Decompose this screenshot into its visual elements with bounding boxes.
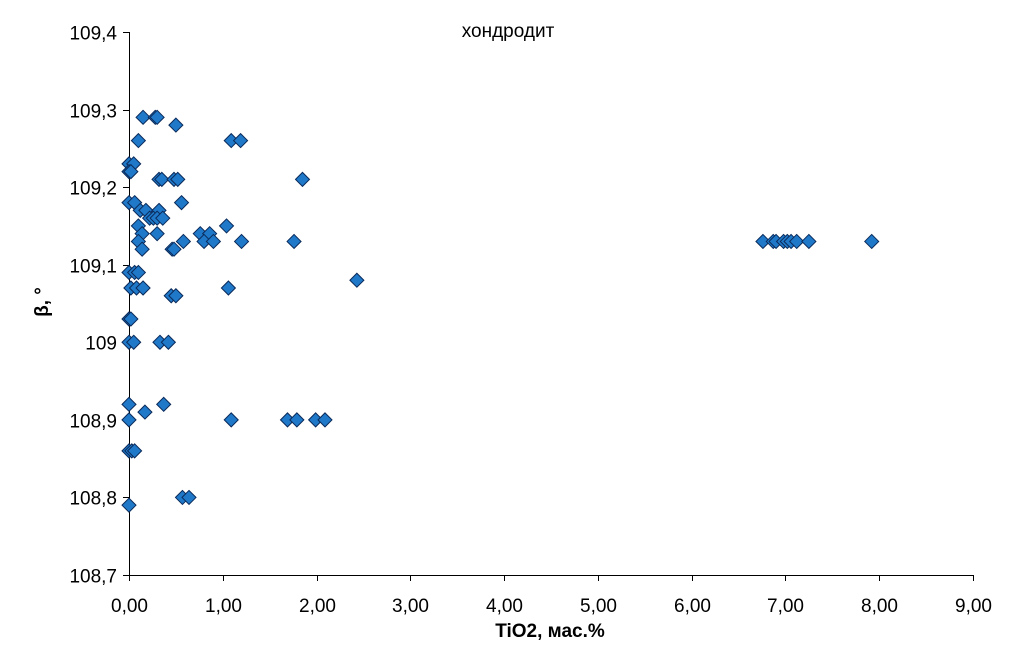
y-tick-label: 109,2 <box>69 179 117 200</box>
x-tick-label: 6,00 <box>674 596 711 617</box>
data-point <box>232 132 249 149</box>
x-axis-title: TiO2, мас.% <box>495 621 605 642</box>
y-tick-label: 108,8 <box>69 489 117 510</box>
data-point <box>137 404 153 420</box>
data-point <box>181 489 197 506</box>
data-point <box>154 171 170 188</box>
data-point <box>286 233 302 250</box>
data-point <box>220 280 237 296</box>
data-point <box>294 171 311 188</box>
y-tick-label: 109 <box>85 334 117 355</box>
y-ticks: 108,7 108,8 108,9 109 109,1 109,2 109,3 109,4 <box>69 24 129 588</box>
data-point <box>155 210 171 226</box>
data-points <box>121 109 880 513</box>
y-axis-title: β, ° <box>32 287 53 317</box>
data-point <box>289 412 305 428</box>
y-tick-label: 108,7 <box>69 567 117 588</box>
x-tick-label: 2,00 <box>299 596 336 617</box>
x-tick-label: 7,00 <box>767 596 804 617</box>
data-point <box>155 396 172 413</box>
y-tick-label: 109,4 <box>69 24 117 45</box>
data-point <box>223 412 239 428</box>
x-tick-label: 9,00 <box>955 596 992 617</box>
data-point <box>233 233 250 250</box>
data-point <box>125 334 142 350</box>
data-point <box>170 171 186 188</box>
y-tick-label: 109,1 <box>69 257 117 278</box>
data-point <box>149 225 165 242</box>
data-point <box>168 117 184 133</box>
x-tick-label: 1,00 <box>205 596 242 617</box>
data-point <box>166 241 182 257</box>
data-point <box>349 272 365 288</box>
x-tick-label: 0,00 <box>111 596 148 617</box>
data-point <box>126 443 143 459</box>
data-point <box>168 288 184 304</box>
x-tick-label: 4,00 <box>486 596 523 617</box>
y-tick-label: 108,9 <box>69 412 117 433</box>
data-point <box>160 334 177 350</box>
data-point <box>755 233 771 250</box>
data-point <box>175 233 192 250</box>
data-point <box>121 396 137 413</box>
data-point <box>205 233 222 250</box>
data-point <box>123 163 139 180</box>
data-point <box>123 311 139 327</box>
data-point <box>149 109 165 126</box>
data-point <box>130 264 147 281</box>
x-tick-label: 3,00 <box>392 596 429 617</box>
data-point <box>317 412 333 428</box>
chart-title: хондродит <box>462 21 555 42</box>
data-point <box>173 194 190 211</box>
data-point <box>135 280 151 296</box>
data-point <box>135 109 151 126</box>
y-tick-label: 109,3 <box>69 102 117 123</box>
data-point <box>218 218 235 234</box>
x-tick-label: 8,00 <box>861 596 898 617</box>
x-ticks: 0,00 1,00 2,00 3,00 4,00 5,00 6,00 7,00 8,00 9,00 <box>111 575 992 617</box>
data-point <box>788 233 805 250</box>
data-point <box>130 132 147 149</box>
data-point <box>121 412 137 428</box>
data-point <box>121 497 137 513</box>
data-point <box>801 233 817 250</box>
axes <box>129 32 973 576</box>
x-tick-label: 5,00 <box>580 596 617 617</box>
data-point <box>134 241 150 257</box>
data-point <box>864 233 880 250</box>
